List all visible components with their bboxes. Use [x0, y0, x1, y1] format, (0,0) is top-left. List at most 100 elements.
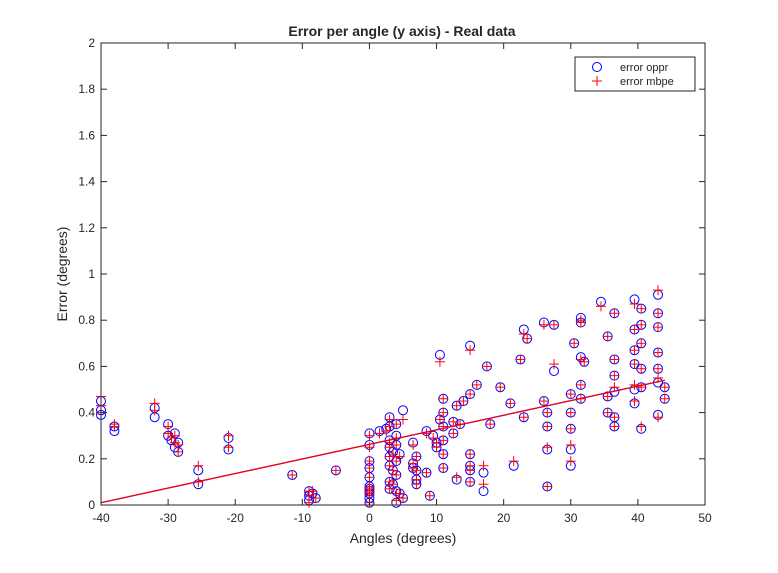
data-point-plus — [223, 442, 234, 453]
data-point-plus — [565, 389, 576, 400]
data-point-plus — [595, 301, 606, 312]
data-point-plus — [609, 412, 620, 423]
data-point-plus — [629, 379, 640, 390]
data-point-plus — [636, 363, 647, 374]
data-point-plus — [451, 400, 462, 411]
series-1-points — [96, 285, 670, 508]
data-point-plus — [653, 308, 664, 319]
data-point-plus — [438, 421, 449, 432]
data-point-plus — [408, 439, 419, 450]
data-point-plus — [653, 412, 664, 423]
legend-mbpe-label: error mbpe — [620, 76, 674, 88]
data-point-plus — [384, 442, 395, 453]
data-point-plus — [465, 345, 476, 356]
data-point-plus — [438, 463, 449, 474]
data-point-plus — [364, 472, 375, 483]
data-point-plus — [434, 414, 445, 425]
y-tick-label: 1.8 — [78, 82, 95, 96]
data-point-plus — [307, 486, 318, 497]
data-point-plus — [565, 423, 576, 434]
data-point-plus — [438, 407, 449, 418]
data-point-plus — [609, 308, 620, 319]
data-point-plus — [364, 430, 375, 441]
data-point-plus — [465, 465, 476, 476]
x-tick-label: 30 — [564, 511, 578, 525]
x-tick-label: -10 — [294, 511, 312, 525]
data-point-plus — [609, 354, 620, 365]
data-point-plus — [364, 463, 375, 474]
data-point-plus — [542, 442, 553, 453]
legend-mbpe-marker — [592, 76, 602, 86]
data-point-plus — [629, 396, 640, 407]
data-point-plus — [508, 456, 519, 467]
x-tick-label: 40 — [631, 511, 645, 525]
data-point-plus — [193, 460, 204, 471]
y-tick-label: 1 — [88, 267, 95, 281]
y-tick-label: 0.6 — [78, 359, 95, 373]
data-point-plus — [394, 451, 405, 462]
data-point-plus — [485, 419, 496, 430]
data-point-plus — [569, 338, 580, 349]
data-point-plus — [304, 497, 315, 508]
data-point-plus — [421, 428, 432, 439]
axis-ticks: -40 -30 -20 -10 0 10 20 30 40 50 0 0.2 0.4 0.6 0.8 1 1.2… — [78, 36, 712, 525]
x-tick-label: -20 — [227, 511, 245, 525]
data-point-plus — [411, 479, 422, 490]
data-point-plus — [518, 412, 529, 423]
data-point-plus — [653, 347, 664, 358]
y-tick-label: 1.4 — [78, 175, 95, 189]
data-point-plus — [391, 495, 402, 506]
data-point-plus — [538, 319, 549, 330]
data-point-plus — [391, 419, 402, 430]
data-point-plus — [636, 338, 647, 349]
data-point-plus — [549, 359, 559, 370]
data-point-plus — [398, 493, 408, 504]
data-point-plus — [223, 430, 234, 441]
data-point-plus — [636, 382, 647, 393]
data-point-plus — [478, 479, 489, 490]
data-point-plus — [653, 322, 664, 333]
data-point-plus — [173, 446, 184, 457]
data-point-plus — [421, 467, 432, 478]
data-point-plus — [609, 382, 620, 393]
x-tick-label: 10 — [430, 511, 444, 525]
data-point-plus — [575, 379, 586, 390]
data-point-plus — [636, 303, 647, 314]
data-point-plus — [387, 479, 398, 490]
data-point-plus — [505, 398, 516, 409]
data-point-plus — [424, 490, 435, 501]
x-tick-label: -30 — [159, 511, 177, 525]
data-point-plus — [565, 439, 576, 450]
data-point-plus — [542, 481, 553, 492]
data-point-plus — [434, 356, 445, 367]
data-point-plus — [636, 319, 647, 330]
data-point-plus — [565, 456, 576, 467]
data-point-plus — [575, 317, 586, 328]
data-point-plus — [549, 319, 559, 330]
data-point-plus — [384, 421, 395, 432]
data-point-plus — [579, 356, 590, 367]
data-point-plus — [659, 382, 670, 393]
data-point-plus — [330, 465, 341, 476]
y-axis-label: Error (degrees) — [54, 227, 70, 322]
data-point-plus — [411, 465, 422, 476]
data-point-plus — [629, 324, 640, 335]
x-tick-label: 20 — [497, 511, 511, 525]
data-point-plus — [287, 469, 298, 480]
y-tick-label: 2 — [88, 36, 95, 50]
data-point-plus — [629, 299, 640, 310]
data-point-plus — [109, 421, 120, 432]
y-tick-label: 0.4 — [78, 406, 95, 420]
chart-title: Error per angle (y axis) - Real data — [288, 23, 515, 39]
y-tick-label: 0 — [88, 498, 95, 512]
data-point-plus — [471, 379, 482, 390]
fit-line — [100, 379, 665, 504]
data-point-plus — [659, 393, 670, 404]
data-point-plus — [629, 345, 640, 356]
legend-oppr-label: error oppr — [620, 62, 669, 74]
data-point-plus — [538, 396, 549, 407]
data-point-plus — [609, 421, 620, 432]
data-point-plus — [391, 439, 402, 450]
data-point-plus — [391, 469, 402, 480]
y-tick-label: 0.8 — [78, 313, 95, 327]
